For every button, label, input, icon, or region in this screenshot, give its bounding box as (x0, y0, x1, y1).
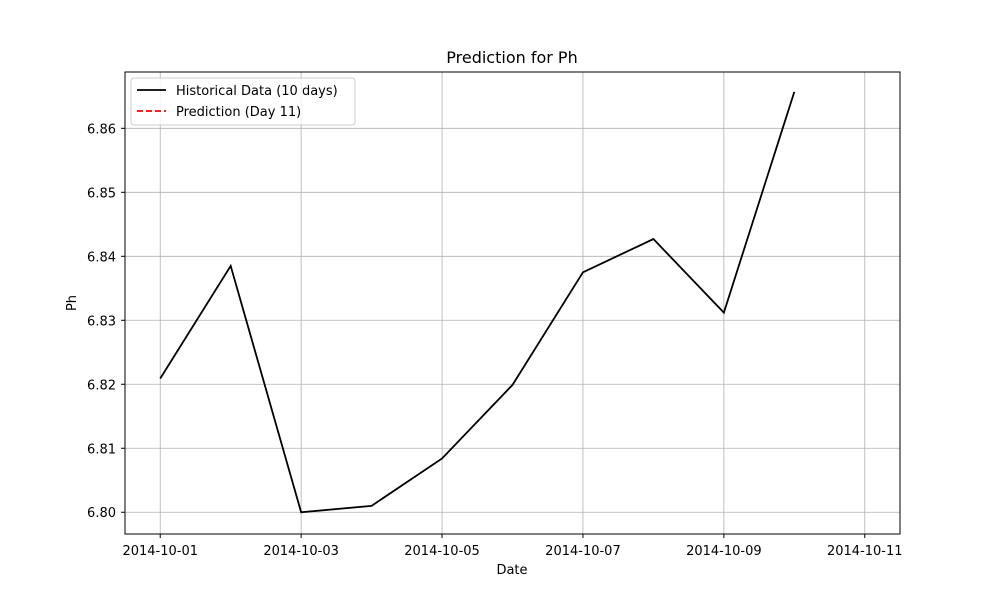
y-tick-label: 6.84 (87, 250, 116, 265)
legend-label-prediction: Prediction (Day 11) (176, 105, 301, 120)
x-tick-label: 2014-10-03 (263, 544, 339, 559)
chart-title: Prediction for Ph (446, 48, 577, 67)
y-tick-label: 6.80 (87, 506, 116, 521)
y-axis-ticks: 6.80 6.81 6.82 6.83 6.84 6.85 6.86 (87, 122, 125, 521)
series-line-0 (159, 91, 796, 514)
y-tick-label: 6.81 (87, 442, 116, 457)
y-axis-label: Ph (65, 295, 80, 311)
y-tick-label: 6.85 (87, 186, 116, 201)
plot-area-frame (124, 71, 901, 535)
y-tick-label: 6.86 (87, 122, 116, 137)
x-tick-label: 2014-10-01 (122, 544, 198, 559)
legend-box (130, 77, 356, 126)
grid-lines (125, 72, 900, 534)
y-tick-label: 6.82 (87, 378, 116, 393)
x-tick-label: 2014-10-07 (545, 544, 621, 559)
x-axis-ticks: 2014-10-01 2014-10-03 2014-10-05 2014-10-07… (122, 534, 903, 559)
x-tick-label: 2014-10-09 (686, 544, 762, 559)
x-axis-label: Date (496, 563, 527, 578)
x-tick-label: 2014-10-05 (404, 544, 480, 559)
series-layer (159, 91, 796, 514)
y-tick-label: 6.83 (87, 314, 116, 329)
legend-label-historical: Historical Data (10 days) (176, 84, 338, 99)
x-tick-label: 2014-10-11 (827, 544, 903, 559)
legend: Historical Data (10 days) Prediction (Da… (130, 77, 356, 126)
